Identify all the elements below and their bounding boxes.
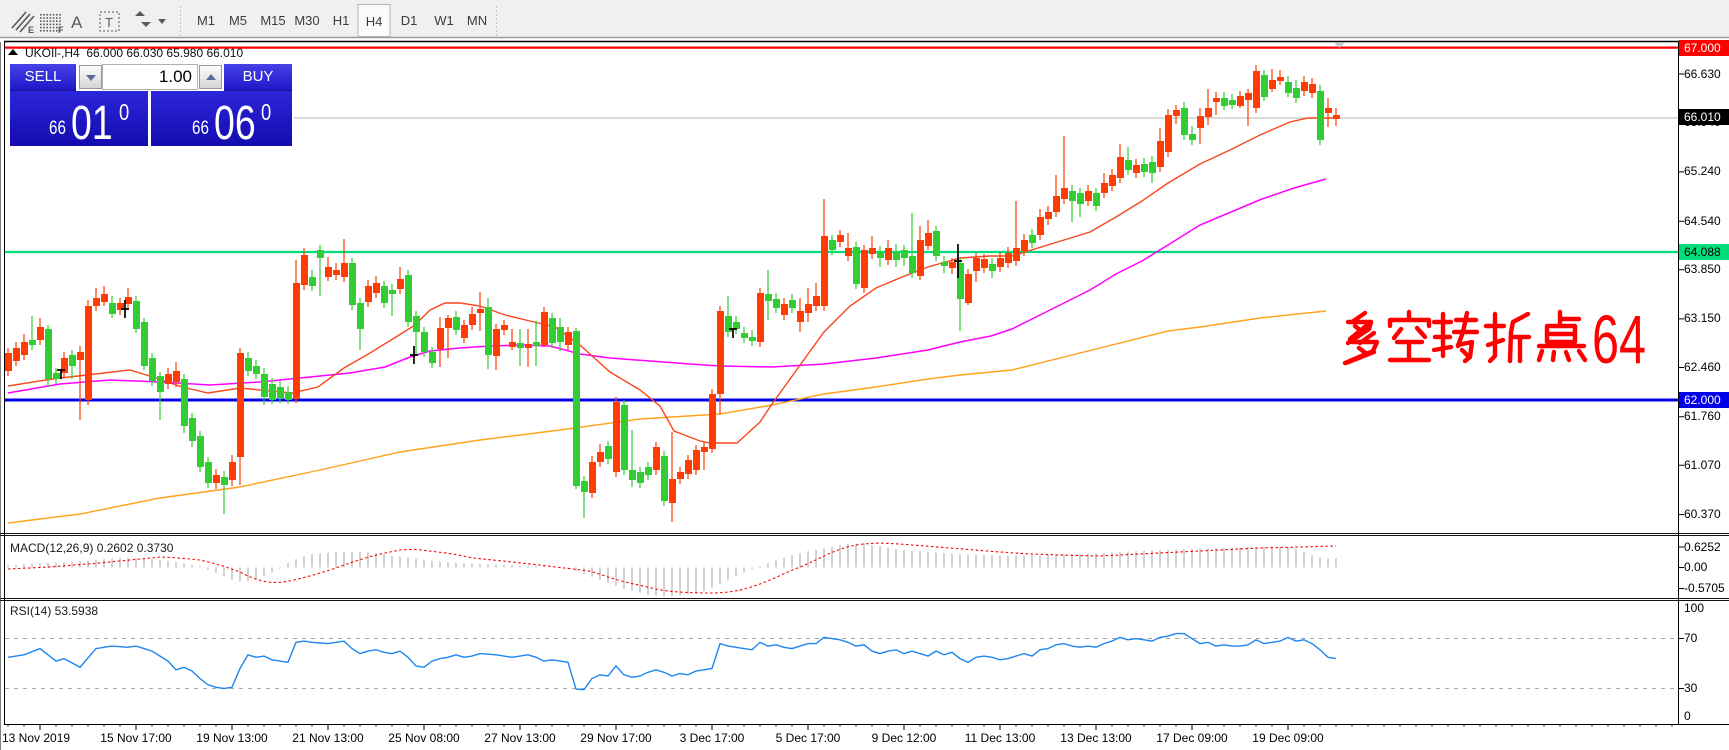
svg-text:A: A [71,13,83,32]
svg-text:F: F [58,25,64,35]
svg-text:E: E [28,25,34,35]
svg-text:64: 64 [1592,301,1646,378]
svg-text:T: T [105,15,113,30]
